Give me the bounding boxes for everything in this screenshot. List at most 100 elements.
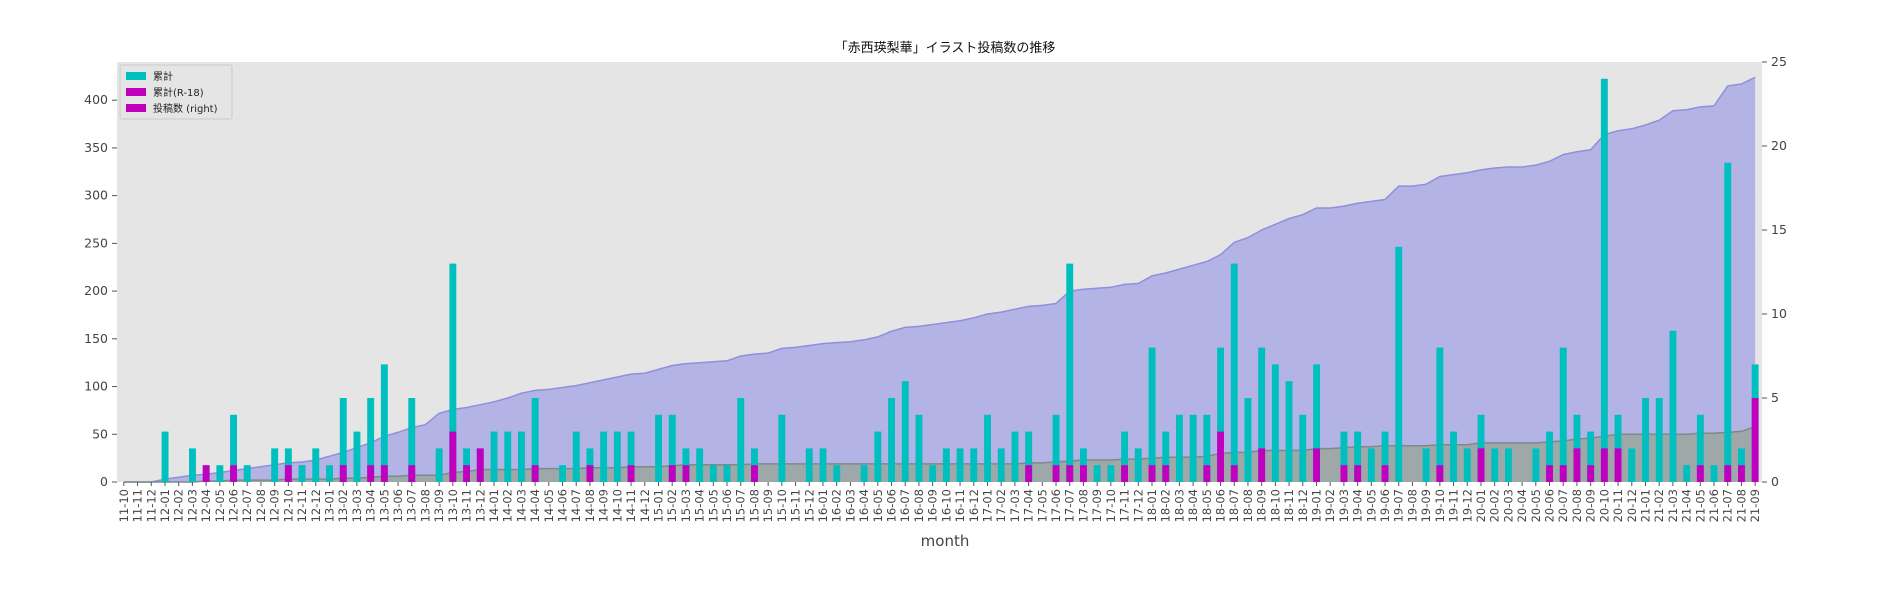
x-tick-label: 16-10 — [939, 489, 953, 522]
bar-posts — [1532, 448, 1540, 482]
bar-posts-r18 — [1148, 465, 1156, 482]
bar-posts — [1628, 448, 1636, 482]
bar-posts-r18 — [1573, 448, 1581, 482]
bar-posts — [723, 465, 731, 482]
bar-posts — [942, 448, 950, 482]
bar-posts-r18 — [1477, 448, 1485, 482]
bar-posts — [518, 431, 525, 482]
bar-posts — [1436, 347, 1444, 482]
bar-posts-r18 — [1121, 465, 1128, 482]
x-tick-label: 16-07 — [898, 489, 912, 522]
x-tick-label: 20-04 — [1515, 489, 1529, 522]
bar-posts-r18 — [202, 465, 210, 482]
bar-posts-r18 — [1230, 465, 1238, 482]
bar-posts — [1655, 398, 1663, 482]
bar-posts — [1683, 465, 1691, 482]
bar-posts — [1162, 431, 1170, 482]
right-tick-label: 5 — [1771, 390, 1779, 405]
x-tick-label: 15-08 — [747, 489, 761, 522]
x-tick-label: 12-11 — [295, 489, 309, 522]
bar-posts — [860, 465, 868, 482]
x-tick-label: 14-10 — [610, 489, 624, 522]
x-tick-label: 16-01 — [816, 489, 830, 522]
x-tick-label: 12-01 — [158, 489, 172, 522]
left-tick-label: 50 — [92, 426, 108, 441]
x-tick-label: 20-09 — [1584, 489, 1598, 522]
x-tick-label: 17-01 — [980, 489, 994, 522]
x-tick-label: 21-05 — [1693, 489, 1707, 522]
bar-posts — [216, 465, 224, 482]
x-tick-label: 15-01 — [651, 489, 665, 522]
x-tick-label: 13-03 — [350, 489, 364, 522]
bar-posts — [1724, 162, 1732, 483]
x-tick-label: 12-03 — [185, 489, 199, 522]
x-tick-label: 19-01 — [1309, 489, 1323, 522]
legend-box — [119, 64, 233, 120]
bar-posts — [161, 431, 169, 482]
legend-swatch — [126, 88, 146, 96]
x-tick-label: 12-05 — [213, 489, 227, 522]
bar-posts — [504, 431, 512, 482]
bar-posts-r18 — [1436, 465, 1444, 482]
bar-posts-r18 — [1217, 431, 1224, 482]
x-tick-label: 13-09 — [432, 489, 446, 522]
bar-posts-r18 — [1162, 465, 1170, 482]
x-tick-label: 18-02 — [1159, 489, 1173, 522]
bar-posts — [668, 414, 676, 482]
bar-posts — [1505, 448, 1512, 482]
bar-posts — [380, 364, 388, 482]
bar-posts-r18 — [463, 465, 470, 482]
bar-posts — [1052, 414, 1060, 482]
bar-posts — [970, 448, 978, 482]
bar-posts-r18 — [380, 465, 388, 482]
x-tick-label: 12-09 — [268, 489, 282, 522]
bar-posts-r18 — [1696, 465, 1704, 482]
bar-posts — [613, 431, 621, 482]
x-tick-label: 13-10 — [446, 489, 460, 522]
bar-posts-r18 — [1340, 465, 1348, 482]
x-tick-label: 14-11 — [624, 489, 638, 522]
bar-posts — [353, 431, 361, 482]
x-tick-label: 11-10 — [117, 489, 131, 522]
x-tick-label: 18-05 — [1200, 489, 1214, 522]
bar-posts-r18 — [586, 465, 594, 482]
x-tick-label: 17-07 — [1063, 489, 1077, 522]
bar-posts — [696, 448, 704, 482]
x-tick-label: 17-02 — [994, 489, 1008, 522]
bar-posts — [737, 398, 745, 482]
x-tick-label: 15-09 — [761, 489, 775, 522]
x-tick-label: 12-12 — [309, 489, 323, 522]
bar-posts — [600, 431, 608, 482]
x-tick-label: 19-03 — [1337, 489, 1351, 522]
x-tick-label: 20-10 — [1597, 489, 1611, 522]
bar-posts — [1600, 78, 1608, 483]
left-tick-label: 350 — [84, 140, 108, 155]
bar-posts — [1285, 381, 1293, 482]
bar-posts — [1121, 431, 1128, 482]
bar-posts-r18 — [1587, 465, 1595, 482]
x-tick-label: 13-12 — [473, 489, 487, 522]
bar-posts — [956, 448, 964, 482]
bar-posts — [1093, 465, 1101, 482]
bar-posts-r18 — [668, 465, 676, 482]
bar-posts — [1354, 431, 1362, 482]
x-tick-label: 14-09 — [597, 489, 611, 522]
bar-posts — [1107, 465, 1115, 482]
legend-label: 累計 — [153, 70, 173, 83]
bar-posts-r18 — [1258, 448, 1266, 482]
bar-posts — [1011, 431, 1019, 482]
legend-swatch — [126, 104, 146, 112]
x-tick-label: 19-12 — [1460, 489, 1474, 522]
x-tick-label: 19-02 — [1323, 489, 1337, 522]
x-tick-label: 16-04 — [857, 489, 871, 522]
x-tick-label: 12-02 — [172, 489, 186, 522]
bar-posts-r18 — [682, 465, 690, 482]
left-axis: 0 50 100 150 200 250 300 350 400 — [84, 92, 117, 489]
x-tick-label: 18-07 — [1227, 489, 1241, 522]
bar-posts-r18 — [1600, 448, 1608, 482]
bar-posts-r18 — [1354, 465, 1362, 482]
x-tick-label: 16-03 — [843, 489, 857, 522]
series-total-line — [123, 76, 1756, 483]
